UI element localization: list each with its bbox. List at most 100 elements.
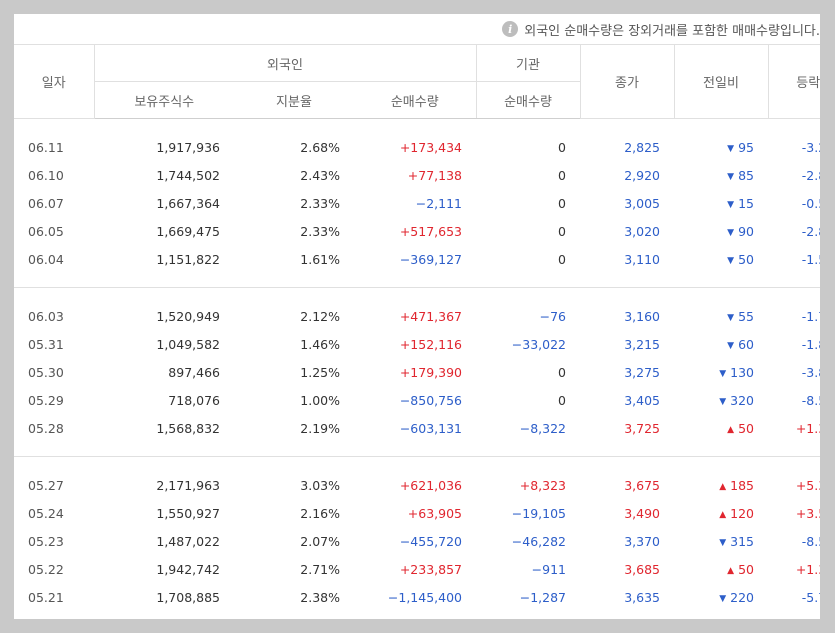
date-cell: 06.03	[28, 308, 64, 324]
rate-cell: -2.89%	[801, 223, 820, 239]
date-cell: 06.04	[28, 251, 64, 267]
header-change: 전일비	[673, 44, 768, 119]
date-cell: 05.21	[28, 589, 64, 605]
change-value: 220	[730, 589, 754, 605]
change-cell: ▲ 185	[674, 471, 768, 499]
info-note-text: 외국인 순매수량은 장외거래를 포함한 매매수량입니다.	[524, 23, 820, 39]
ratio-cell: 1.61%	[300, 251, 340, 267]
ratio-cell: 2.68%	[300, 139, 340, 155]
change-cell: ▼ 220	[674, 583, 768, 611]
date-cell: 05.28	[28, 420, 64, 436]
ratio-cell: 2.71%	[300, 561, 340, 577]
inst-net-cell: 0	[558, 392, 566, 408]
ratio-cell: 2.19%	[300, 420, 340, 436]
close-cell: 3,215	[624, 336, 660, 352]
close-cell: 3,005	[624, 195, 660, 211]
ratio-cell: 1.00%	[300, 392, 340, 408]
foreign-net-cell: +517,653	[399, 223, 462, 239]
change-value: 85	[738, 167, 754, 183]
change-cell: ▼ 95	[674, 133, 768, 161]
triangle-down-icon: ▼	[719, 593, 727, 604]
info-note: i 외국인 순매수량은 장외거래를 포함한 매매수량입니다.	[502, 14, 820, 44]
change-cell: ▼ 320	[674, 386, 768, 414]
holdings-cell: 897,466	[168, 364, 220, 380]
investor-trend-panel: i 외국인 순매수량은 장외거래를 포함한 매매수량입니다. 일자 외국인 기관…	[14, 14, 820, 619]
group-spacer	[14, 288, 820, 303]
foreign-net-cell: −369,127	[399, 251, 462, 267]
date-cell: 05.27	[28, 477, 64, 493]
holdings-cell: 1,151,822	[156, 251, 220, 267]
date-cell: 06.05	[28, 223, 64, 239]
change-cell: ▼ 60	[674, 330, 768, 358]
change-cell: ▼ 130	[674, 358, 768, 386]
rate-cell: -1.58%	[801, 251, 820, 267]
foreign-net-cell: +233,857	[399, 561, 462, 577]
close-cell: 3,405	[624, 392, 660, 408]
inst-net-cell: −46,282	[511, 533, 566, 549]
inst-net-cell: +8,323	[519, 477, 566, 493]
foreign-net-cell: +152,116	[399, 336, 462, 352]
table-row: 05.24 1,550,927 2.16% +63,905 −19,105 3,490 ▲ 1…	[14, 499, 820, 527]
rate-cell: -8.59%	[801, 392, 820, 408]
change-cell: ▼ 15	[674, 189, 768, 217]
close-cell: 2,920	[624, 167, 660, 183]
table-row: 05.22 1,942,742 2.71% +233,857 −911 3,685 ▲ 50 +…	[14, 555, 820, 583]
ratio-cell: 2.33%	[300, 195, 340, 211]
group-spacer	[14, 457, 820, 472]
close-cell: 3,725	[624, 420, 660, 436]
close-cell: 2,825	[624, 139, 660, 155]
date-cell: 05.24	[28, 505, 64, 521]
table-body: 06.111,917,9362.68%+173,43402,825▼95-3.2…	[14, 119, 820, 620]
ratio-cell: 2.16%	[300, 505, 340, 521]
date-cell: 06.11	[28, 139, 64, 155]
inst-net-cell: −76	[539, 308, 566, 324]
table-row: 05.21 1,708,885 2.38% −1,145,400 −1,287 3,635…	[14, 583, 820, 611]
change-cell: ▼ 85	[674, 161, 768, 189]
triangle-down-icon: ▼	[727, 340, 735, 351]
close-cell: 3,110	[624, 251, 660, 267]
table-row: 05.23 1,487,022 2.07% −455,720 −46,282 3,370 ▼…	[14, 527, 820, 555]
header-holdings: 보유주식수	[93, 81, 234, 119]
date-cell: 05.31	[28, 336, 64, 352]
holdings-cell: 1,917,936	[156, 139, 220, 155]
close-cell: 3,275	[624, 364, 660, 380]
header-rate: 등락률	[767, 44, 820, 119]
change-value: 50	[738, 420, 754, 436]
triangle-down-icon: ▼	[727, 255, 735, 266]
triangle-down-icon: ▼	[727, 171, 735, 182]
triangle-up-icon: ▲	[727, 565, 735, 576]
close-cell: 3,160	[624, 308, 660, 324]
inst-net-cell: −19,105	[511, 505, 566, 521]
holdings-cell: 1,487,022	[156, 533, 220, 549]
table-row: 06.10 1,744,502 2.43% +77,138 0 2,920 ▼85 -2.83…	[14, 161, 820, 189]
holdings-cell: 718,076	[168, 392, 220, 408]
inst-net-cell: −911	[531, 561, 566, 577]
date-cell: 05.22	[28, 561, 64, 577]
foreign-net-cell: −1,145,400	[387, 589, 462, 605]
holdings-cell: 1,669,475	[156, 223, 220, 239]
table-row: 05.31 1,049,582 1.46% +152,116 −33,022 3,215 ▼…	[14, 330, 820, 358]
close-cell: 3,020	[624, 223, 660, 239]
change-value: 15	[738, 195, 754, 211]
rate-cell: +3.56%	[795, 505, 820, 521]
triangle-down-icon: ▼	[727, 143, 735, 154]
date-cell: 05.23	[28, 533, 64, 549]
ratio-cell: 2.43%	[300, 167, 340, 183]
inst-net-cell: −1,287	[519, 589, 566, 605]
change-value: 55	[738, 308, 754, 324]
holdings-cell: 1,667,364	[156, 195, 220, 211]
change-value: 60	[738, 336, 754, 352]
table-row: 06.05 1,669,475 2.33% +517,653 0 3,020 ▼90 -2.8…	[14, 217, 820, 245]
change-value: 130	[730, 364, 754, 380]
rate-cell: +1.36%	[795, 420, 820, 436]
foreign-net-cell: −2,111	[415, 195, 462, 211]
table-row: 05.28 1,568,832 2.19% −603,131 −8,322 3,725 ▲ 5…	[14, 414, 820, 442]
ratio-cell: 2.33%	[300, 223, 340, 239]
change-cell: ▼ 50	[674, 245, 768, 273]
table-row: 05.27 2,171,963 3.03% +621,036 +8,323 3,675 ▲ 1…	[14, 471, 820, 499]
triangle-up-icon: ▲	[727, 424, 735, 435]
change-value: 50	[738, 251, 754, 267]
holdings-cell: 1,550,927	[156, 505, 220, 521]
header-close: 종가	[579, 44, 674, 119]
header-institution: 기관	[475, 44, 580, 82]
